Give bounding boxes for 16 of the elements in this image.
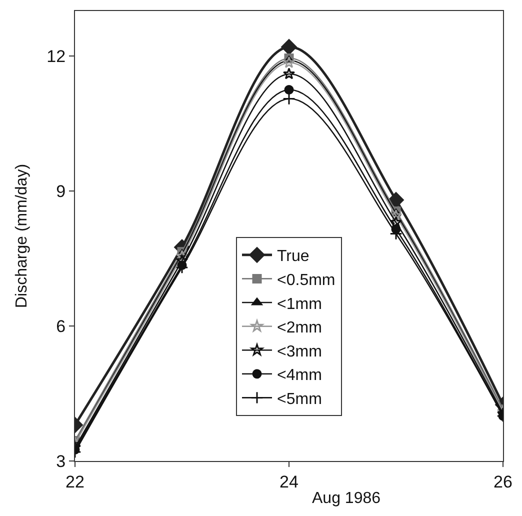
legend-label: True	[277, 248, 310, 266]
legend-label: <5mm	[277, 390, 322, 408]
y-tick-label: 9	[56, 182, 66, 201]
x-axis-title: Aug 1986	[312, 490, 381, 507]
x-tick-label: 26	[494, 472, 512, 492]
y-tick-label: 6	[56, 316, 66, 336]
legend-label: <4mm	[277, 367, 322, 384]
legend-label: <1mm	[277, 296, 322, 313]
legend-label: <0.5mm	[277, 272, 336, 289]
y-axis-title: Discharge (mm/day)	[14, 164, 31, 308]
y-tick-label: 12	[46, 46, 66, 66]
legend-label: <3mm	[277, 343, 322, 360]
legend-label: <2mm	[277, 320, 322, 337]
y-tick-label: 3	[56, 452, 66, 471]
x-tick-label: 22	[66, 472, 84, 492]
x-tick-label: 24	[280, 472, 298, 492]
